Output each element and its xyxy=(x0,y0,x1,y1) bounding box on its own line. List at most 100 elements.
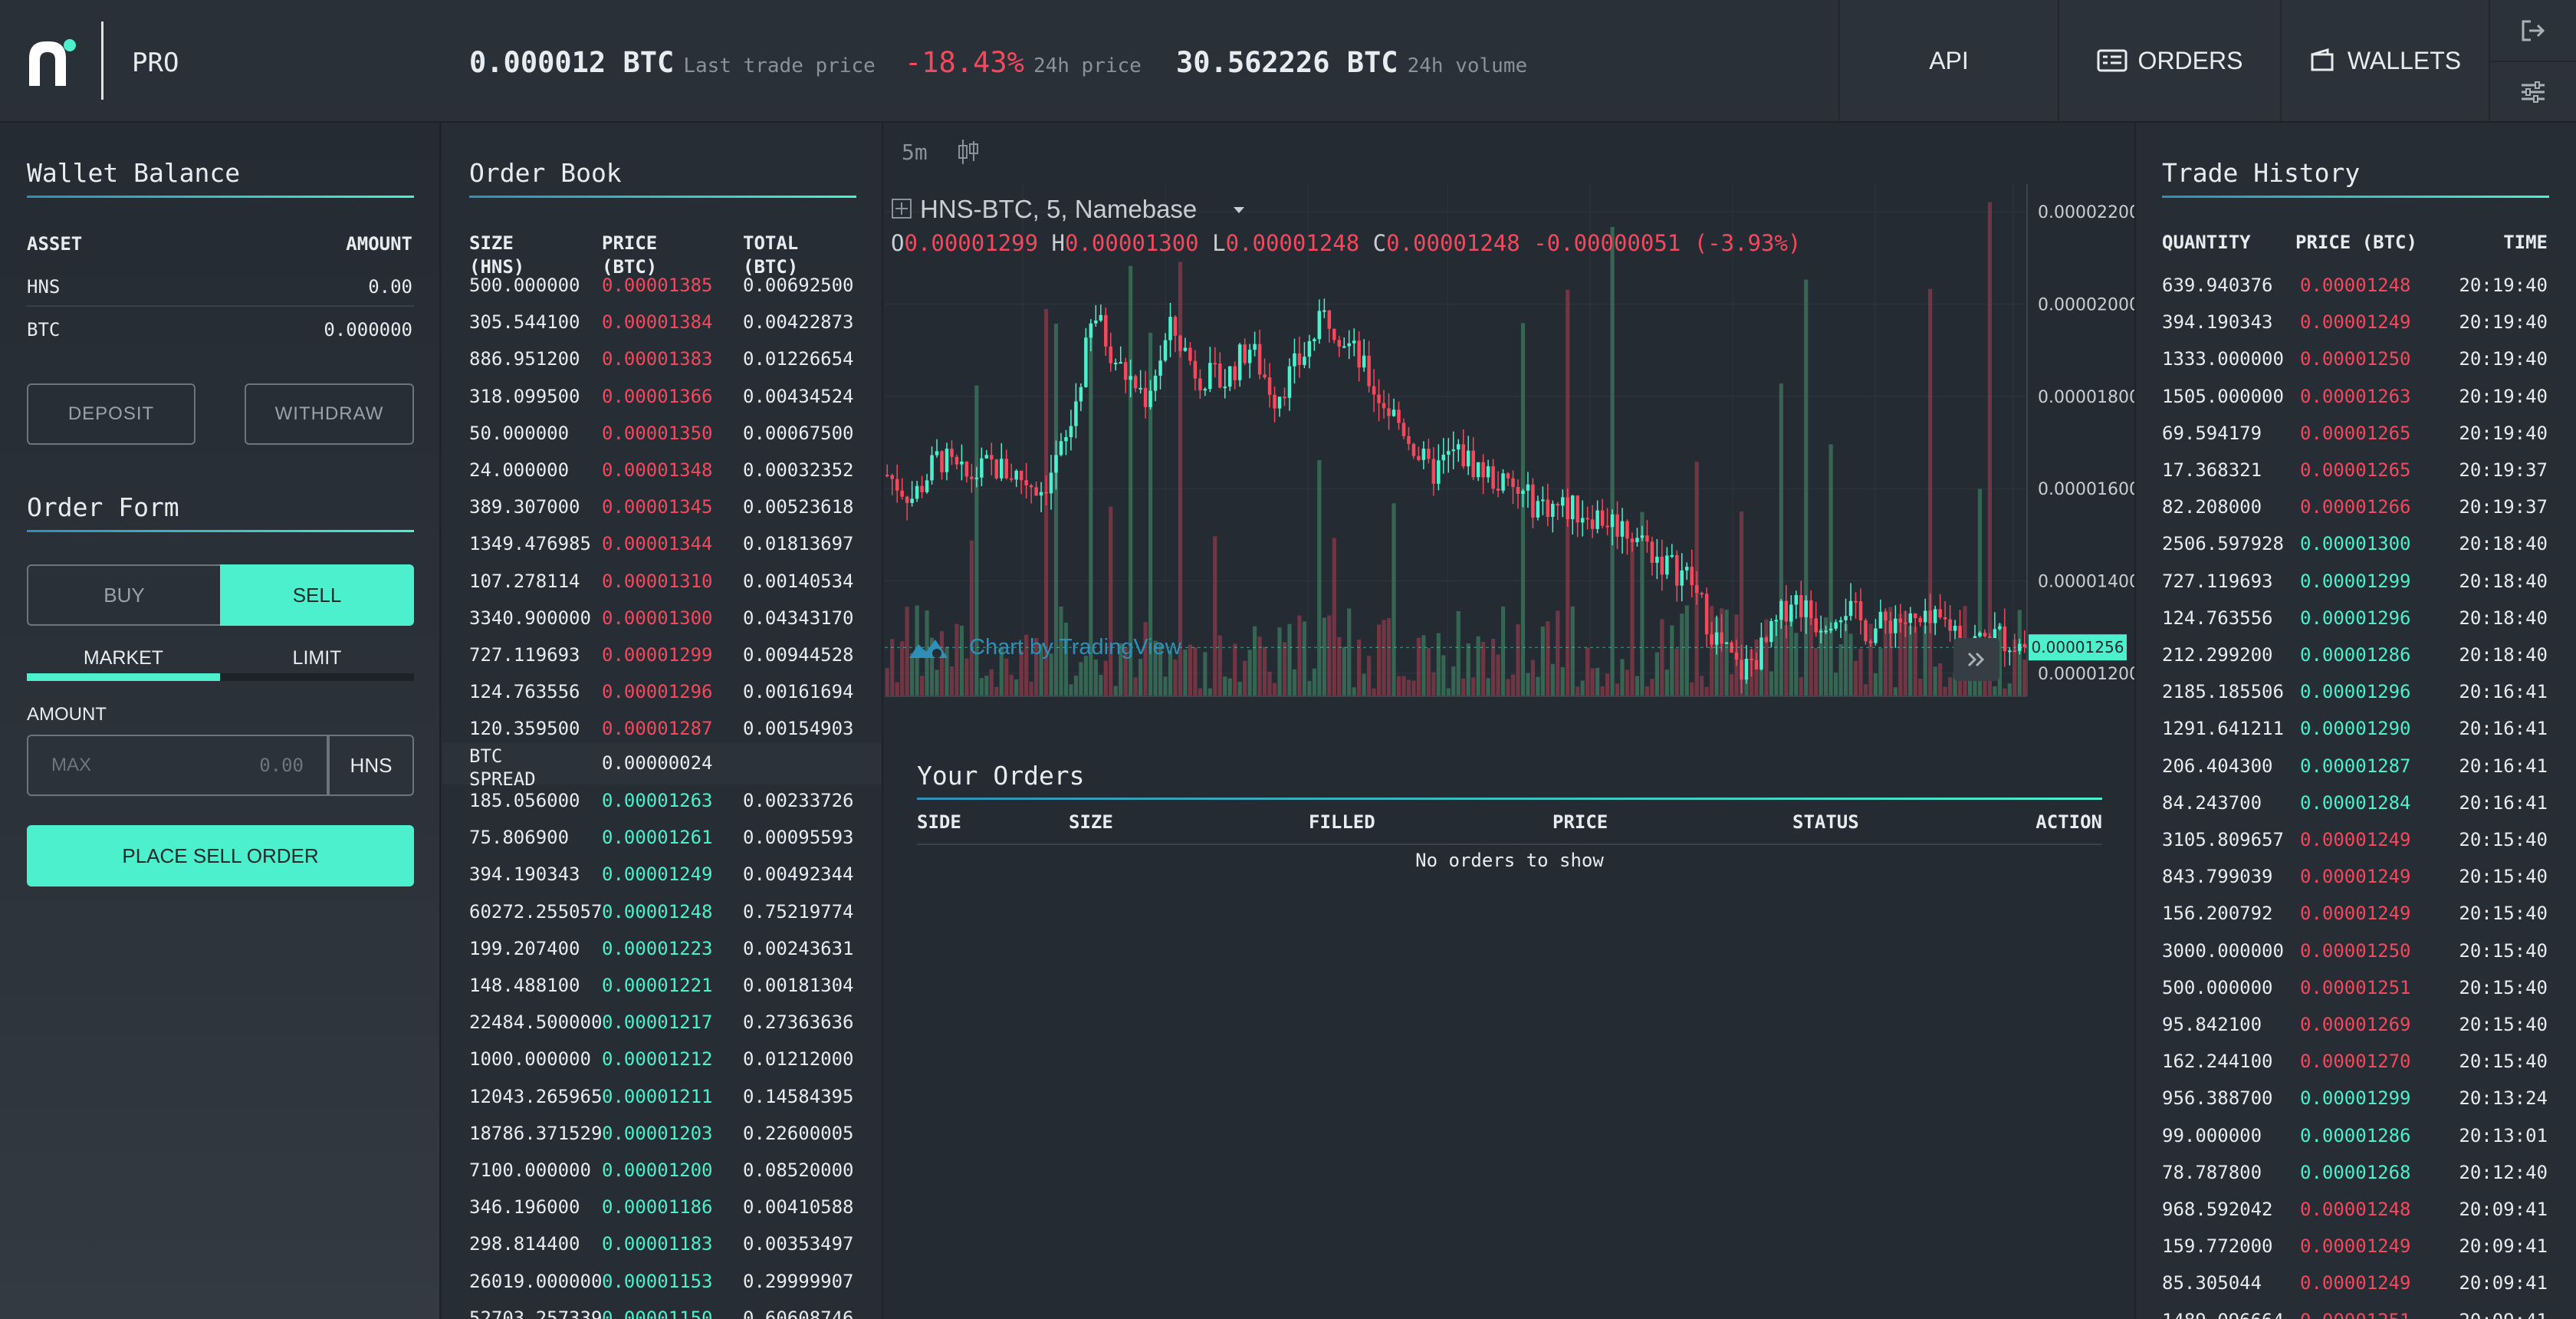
ask-row[interactable]: 107.278114 0.00001310 0.00140534 xyxy=(442,571,882,601)
sell-toggle[interactable]: SELL xyxy=(220,564,414,626)
logo-icon[interactable] xyxy=(26,38,77,87)
volume-bar xyxy=(964,658,969,696)
ask-row[interactable]: 389.307000 0.00001345 0.00523618 xyxy=(442,496,882,527)
volume-bar xyxy=(1779,383,1783,696)
candle-body xyxy=(1819,630,1823,633)
tradingview-attribution[interactable]: Chart by TradingView xyxy=(969,635,1181,660)
interval-selector[interactable]: 5m xyxy=(902,140,928,165)
bid-row[interactable]: 7100.000000 0.00001200 0.08520000 xyxy=(442,1159,882,1190)
ask-row[interactable]: 120.359500 0.00001287 0.00154903 xyxy=(442,718,882,748)
volume-bar xyxy=(1049,653,1053,696)
candle-body xyxy=(1332,328,1336,340)
settings-icon xyxy=(2522,81,2545,103)
candle-type-icon[interactable] xyxy=(955,138,981,166)
high-label: H xyxy=(1051,230,1066,256)
bid-price: 0.00001153 xyxy=(602,1270,713,1292)
ask-total: 0.01813697 xyxy=(743,533,854,555)
trade-quantity: 99.000000 xyxy=(2162,1124,2262,1146)
candle-body xyxy=(1754,660,1759,669)
size-header: SIZE xyxy=(1069,811,1113,833)
settings-button[interactable] xyxy=(2489,61,2576,121)
volume-bar xyxy=(1327,615,1332,696)
bid-row[interactable]: 26019.000000 0.00001153 0.29999907 xyxy=(442,1271,882,1301)
candle-body xyxy=(1541,499,1545,502)
ask-total: 0.00032352 xyxy=(743,459,854,481)
candle-body xyxy=(1476,462,1480,478)
trade-quantity: 69.594179 xyxy=(2162,422,2262,444)
candle-body xyxy=(2022,643,2027,648)
candle-body xyxy=(1923,610,1927,623)
ask-row[interactable]: 24.000000 0.00001348 0.00032352 xyxy=(442,459,882,490)
bid-size: 298.814400 xyxy=(469,1233,580,1255)
trade-time: 20:18:40 xyxy=(2459,570,2548,592)
volume-bar xyxy=(1784,625,1789,696)
bid-row[interactable]: 185.056000 0.00001263 0.00233726 xyxy=(442,790,882,821)
ask-row[interactable]: 318.099500 0.00001366 0.00434524 xyxy=(442,386,882,416)
bid-row[interactable]: 346.196000 0.00001186 0.00410588 xyxy=(442,1196,882,1227)
api-button[interactable]: API xyxy=(1838,0,2058,121)
volume-stat: 30.562226 BTC 24h volume xyxy=(1176,46,1527,79)
bid-row[interactable]: 394.190343 0.00001249 0.00492344 xyxy=(442,863,882,894)
bid-row[interactable]: 75.806900 0.00001261 0.00095593 xyxy=(442,827,882,857)
bid-row[interactable]: 1000.000000 0.00001212 0.01212000 xyxy=(442,1048,882,1079)
volume-bar xyxy=(1024,634,1029,696)
volume-bar xyxy=(1918,678,1923,696)
wallet-asset: BTC xyxy=(27,319,61,340)
wallets-button[interactable]: WALLETS xyxy=(2280,0,2489,121)
limit-tab[interactable]: LIMIT xyxy=(220,647,414,681)
collapse-legend-icon[interactable] xyxy=(891,198,912,219)
trade-row: 69.594179 0.00001265 20:19:40 xyxy=(2136,423,2576,453)
candle-body xyxy=(1774,620,1779,622)
volume-bar xyxy=(1406,679,1411,696)
trade-time: 20:15:40 xyxy=(2459,866,2548,888)
order-book-panel: Order Book SIZE (HNS) PRICE (BTC) TOTAL … xyxy=(442,123,883,1319)
ask-row[interactable]: 1349.476985 0.00001344 0.01813697 xyxy=(442,533,882,564)
candle-body xyxy=(2013,650,2017,653)
ask-row[interactable]: 3340.900000 0.00001300 0.04343170 xyxy=(442,607,882,638)
candle-body xyxy=(1034,487,1038,496)
scroll-to-realtime-button[interactable] xyxy=(1953,638,1999,681)
logout-button[interactable] xyxy=(2489,0,2576,61)
ask-size: 120.359500 xyxy=(469,718,580,740)
symbol-label[interactable]: HNS-BTC, 5, Namebase xyxy=(920,195,1198,223)
ask-row[interactable]: 886.951200 0.00001383 0.01226654 xyxy=(442,348,882,379)
ask-size: 727.119693 xyxy=(469,644,580,666)
ask-row[interactable]: 50.000000 0.00001350 0.00067500 xyxy=(442,423,882,453)
spread-value: 0.00000024 xyxy=(602,752,713,774)
bid-row[interactable]: 52703.257339 0.00001150 0.60608746 xyxy=(442,1307,882,1319)
buy-toggle[interactable]: BUY xyxy=(27,564,220,626)
double-chevron-right-icon xyxy=(1967,652,1985,667)
candle-body xyxy=(1237,344,1242,380)
ask-price: 0.00001385 xyxy=(602,275,713,296)
ask-row[interactable]: 727.119693 0.00001299 0.00944528 xyxy=(442,644,882,675)
ask-row[interactable]: 124.763556 0.00001296 0.00161694 xyxy=(442,681,882,712)
amount-input[interactable]: MAX 0.00 xyxy=(27,735,328,796)
ask-size: 305.544100 xyxy=(469,311,580,334)
bid-row[interactable]: 12043.265965 0.00001211 0.14584395 xyxy=(442,1086,882,1117)
volume-bar xyxy=(1322,617,1326,696)
candle-body xyxy=(1556,503,1560,506)
bid-row[interactable]: 199.207400 0.00001223 0.00243631 xyxy=(442,938,882,969)
trade-row: 3000.000000 0.00001250 20:15:40 xyxy=(2136,940,2576,971)
close-label: C xyxy=(1372,230,1387,256)
bid-row[interactable]: 148.488100 0.00001221 0.00181304 xyxy=(442,975,882,1005)
volume-bar xyxy=(1208,688,1212,696)
bid-row[interactable]: 18786.371529 0.00001203 0.22600005 xyxy=(442,1123,882,1153)
bid-row[interactable]: 298.814400 0.00001183 0.00353497 xyxy=(442,1233,882,1264)
bid-row[interactable]: 22484.500000 0.00001217 0.27363636 xyxy=(442,1011,882,1042)
trade-quantity: 639.940376 xyxy=(2162,275,2273,296)
trade-time: 20:13:24 xyxy=(2459,1087,2548,1110)
bid-row[interactable]: 60272.255057 0.00001248 0.75219774 xyxy=(442,901,882,932)
ask-row[interactable]: 500.000000 0.00001385 0.00692500 xyxy=(442,275,882,305)
price-chart[interactable]: 0.00002200 0.00002000 0.00001800 0.00001600… xyxy=(885,123,2134,706)
deposit-button[interactable]: DEPOSIT xyxy=(27,383,196,445)
candle-body xyxy=(1794,594,1799,605)
ask-row[interactable]: 305.544100 0.00001384 0.00422873 xyxy=(442,311,882,342)
symbol-dropdown-icon[interactable] xyxy=(1233,206,1245,215)
withdraw-button[interactable]: WITHDRAW xyxy=(245,383,414,445)
orders-button[interactable]: ORDERS xyxy=(2058,0,2280,121)
place-sell-order-button[interactable]: PLACE SELL ORDER xyxy=(27,825,414,886)
volume-bar xyxy=(1908,626,1913,696)
market-tab[interactable]: MARKET xyxy=(27,647,220,681)
candle-body xyxy=(1744,659,1749,680)
